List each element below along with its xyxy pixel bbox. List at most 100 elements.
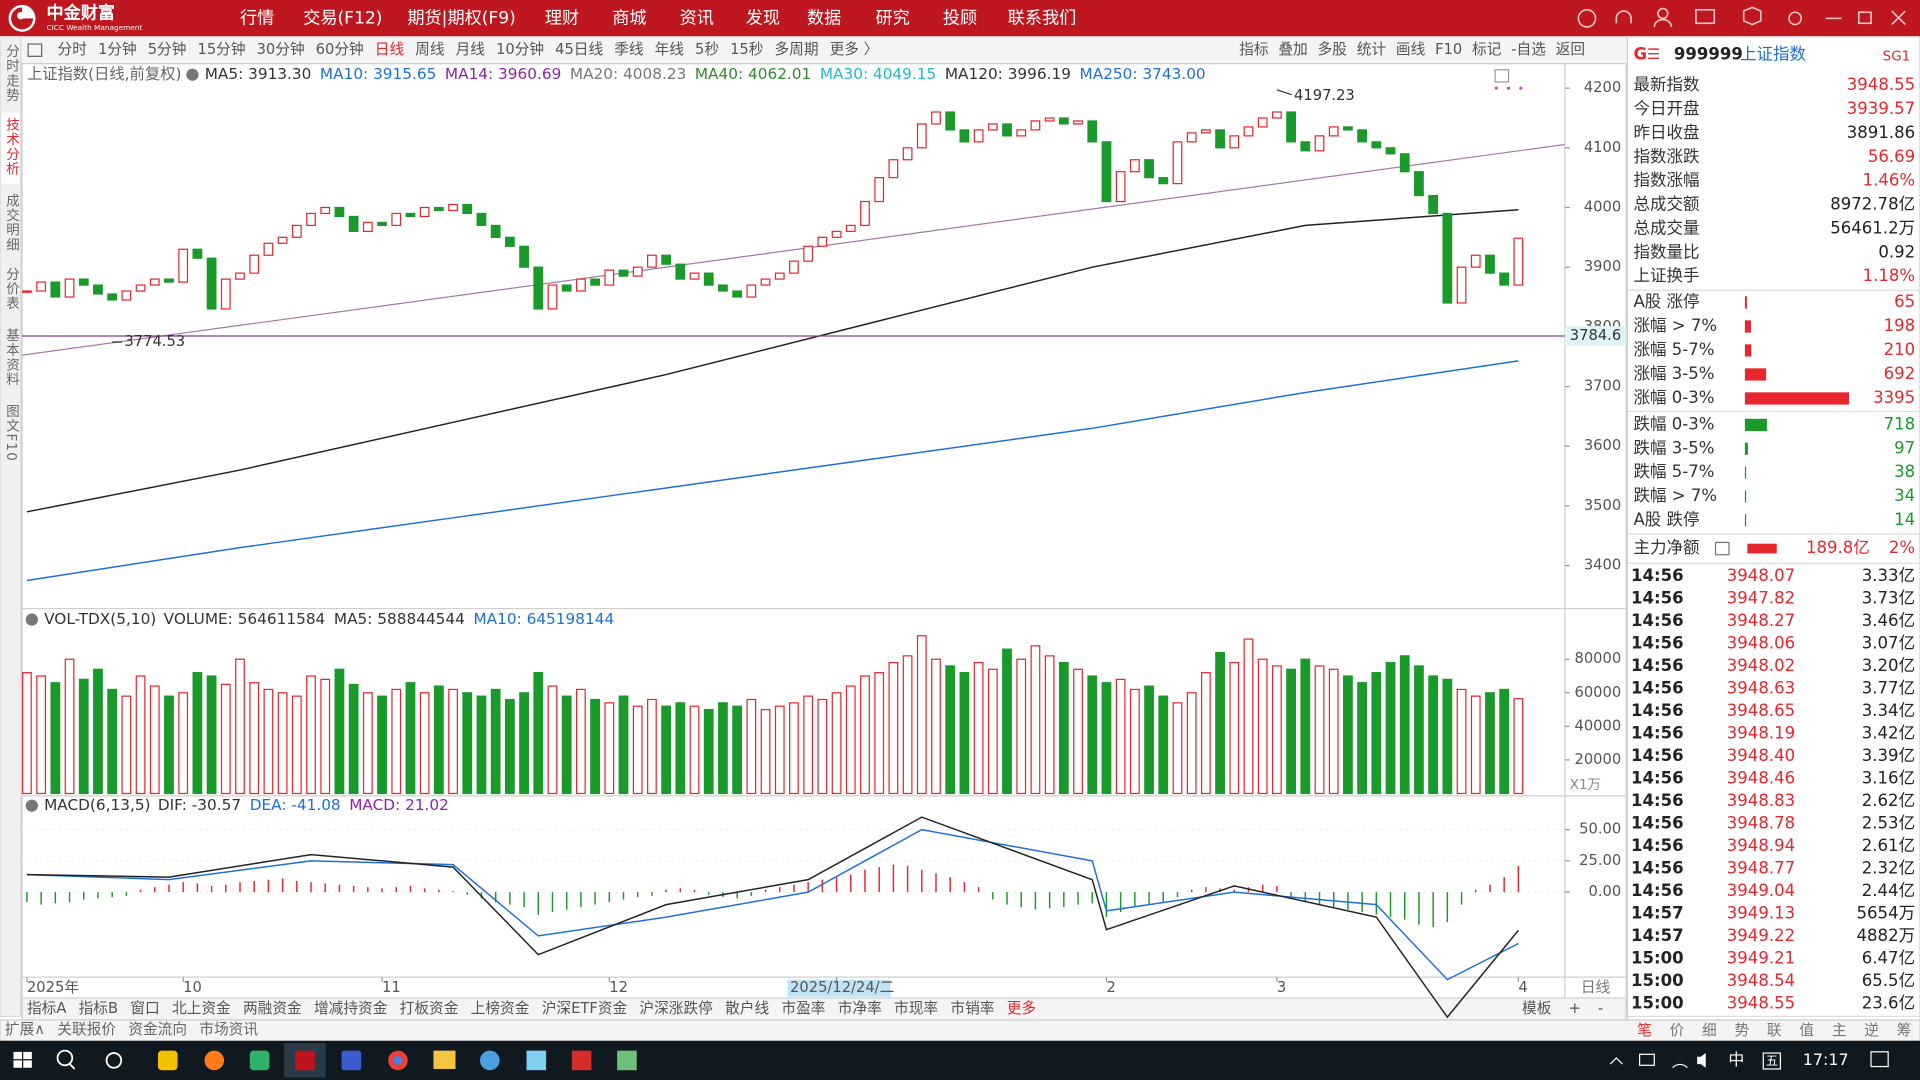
period-tab[interactable]: 日线 [375, 41, 405, 58]
menu-item[interactable]: 研究 [876, 8, 910, 28]
period-tab[interactable]: 10分钟 [496, 41, 544, 58]
tick-time: 15:00 [1631, 949, 1684, 968]
bottom-tab[interactable]: 沪深涨跌停 [639, 1000, 712, 1017]
volume-bar [1470, 695, 1481, 795]
bottom-tab[interactable]: 两融资金 [243, 1000, 302, 1017]
period-tab[interactable]: 分时 [58, 41, 88, 58]
quote-tab[interactable]: 细 [1702, 1022, 1717, 1039]
quote-tab[interactable]: 逆 [1864, 1022, 1879, 1039]
menu-item[interactable]: 资讯 [680, 8, 714, 28]
breadth-value: 692 [1884, 364, 1916, 383]
candle [945, 111, 956, 131]
tick-price: 3948.06 [1727, 634, 1795, 653]
tool-button[interactable]: 返回 [1556, 41, 1585, 58]
menu-item[interactable]: 商城 [612, 8, 646, 28]
period-tab[interactable]: 5分钟 [148, 41, 187, 58]
menu-item[interactable]: 理财 [545, 8, 579, 28]
menu-item[interactable]: 数据 [807, 8, 841, 28]
bottom-control[interactable]: + [1569, 1000, 1581, 1017]
candle [1229, 135, 1240, 149]
period-tab[interactable]: 月线 [456, 41, 486, 58]
tick-time: 14:56 [1631, 791, 1684, 810]
side-tab[interactable]: 图文F10 [3, 404, 20, 462]
bottom-tab[interactable]: 指标A [27, 1000, 66, 1017]
bottom-tab[interactable]: 散户线 [725, 1000, 769, 1017]
menu-item[interactable]: 交易(F12) [303, 8, 382, 28]
menu-item[interactable]: 发现 [746, 8, 780, 28]
tick-price: 3948.46 [1727, 769, 1795, 788]
menu-item[interactable]: 行情 [240, 8, 274, 28]
period-tab[interactable]: 15秒 [730, 41, 764, 58]
period-tab[interactable]: 15分钟 [197, 41, 245, 58]
extra-tab[interactable]: 市场资讯 [199, 1021, 258, 1038]
candle [1073, 120, 1083, 125]
taskbar-icons [13, 1043, 1889, 1078]
tool-button[interactable]: 统计 [1357, 41, 1387, 58]
ime-mode[interactable]: 五 [1766, 1054, 1778, 1068]
side-tab[interactable]: 技术分析 [3, 117, 20, 176]
quote-tab[interactable]: 价 [1670, 1022, 1685, 1039]
quote-tab[interactable]: 联 [1767, 1022, 1782, 1039]
bottom-tab[interactable]: 更多 [1007, 1000, 1036, 1017]
period-tab[interactable]: 周线 [415, 41, 445, 58]
extra-tab[interactable]: 扩展∧ [5, 1021, 45, 1038]
side-tab[interactable]: 分时走势 [3, 44, 20, 103]
bottom-tab[interactable]: 市盈率 [781, 1000, 825, 1017]
tool-button[interactable]: 指标 [1239, 41, 1269, 58]
bottom-tab[interactable]: 沪深ETF资金 [542, 1000, 628, 1017]
period-tab[interactable]: 1分钟 [98, 41, 137, 58]
tool-button[interactable]: 画线 [1396, 41, 1426, 58]
quote-tab[interactable]: 值 [1799, 1022, 1814, 1039]
quote-value: 1.18% [1863, 266, 1915, 285]
bottom-control[interactable]: 模板 [1522, 999, 1552, 1017]
period-tab[interactable]: 5秒 [695, 41, 719, 58]
bottom-tab[interactable]: 市销率 [950, 1000, 994, 1017]
candle [1286, 111, 1297, 143]
extra-tab[interactable]: 关联报价 [57, 1021, 116, 1038]
period-tab[interactable]: 45日线 [555, 41, 603, 58]
volume-bar [1343, 675, 1353, 795]
menu-item[interactable]: 期货|期权(F9) [407, 8, 515, 28]
period-tab[interactable]: 多周期 [774, 41, 818, 58]
menu-item[interactable]: 投顾 [943, 8, 977, 28]
bottom-tab[interactable]: 上榜资金 [471, 1000, 530, 1017]
tool-button[interactable]: 多股 [1318, 41, 1348, 58]
quote-tab[interactable]: 势 [1734, 1022, 1749, 1039]
bottom-tab[interactable]: 市现率 [894, 1000, 938, 1017]
breadth-bar [1744, 466, 1747, 479]
quote-tab[interactable]: 笔 [1637, 1022, 1652, 1039]
period-tab[interactable]: 季线 [614, 41, 644, 58]
side-tab[interactable]: 分价表 [3, 267, 20, 311]
logo-mark [11, 7, 34, 30]
menu-item[interactable]: 联系我们 [1008, 8, 1077, 28]
tool-button[interactable]: -自选 [1511, 41, 1546, 58]
side-tab[interactable]: 基本资料 [3, 327, 20, 387]
bottom-tab[interactable]: 市净率 [838, 1000, 882, 1017]
period-tab[interactable]: 30分钟 [257, 41, 305, 58]
extra-tab[interactable]: 资金流向 [128, 1021, 187, 1038]
breadth-label: 跌幅 0-3% [1633, 414, 1714, 433]
ime-indicator[interactable]: 中 [1728, 1050, 1744, 1069]
bottom-tab[interactable]: 指标B [79, 1000, 118, 1017]
bottom-tab[interactable]: 北上资金 [172, 1000, 231, 1017]
tool-button[interactable]: 叠加 [1278, 41, 1307, 58]
volume-bar [220, 683, 231, 795]
quote-tab[interactable]: 主 [1832, 1022, 1847, 1039]
period-tab[interactable]: 更多 〉 [830, 41, 879, 58]
tool-button[interactable]: 标记 [1472, 41, 1502, 58]
period-tab[interactable]: 60分钟 [316, 41, 364, 58]
volume-bar [135, 675, 146, 795]
quote-tab[interactable]: 筹 [1897, 1022, 1912, 1039]
candle [519, 245, 529, 268]
bottom-tab[interactable]: 打板资金 [400, 999, 459, 1017]
bottom-tab[interactable]: 窗口 [130, 999, 159, 1017]
candle [277, 236, 288, 244]
period-tab[interactable]: 年线 [655, 41, 685, 58]
tool-button[interactable]: F10 [1435, 41, 1462, 58]
reference-label: 3784.6 [1570, 327, 1621, 344]
side-tab[interactable]: 成交明细 [3, 193, 20, 252]
breadth-value: 3395 [1873, 388, 1915, 407]
ma-label: MA14: 3960.69 [445, 65, 561, 83]
bottom-tab[interactable]: 增减持资金 [314, 1000, 388, 1017]
bottom-control[interactable]: - [1598, 1000, 1603, 1017]
